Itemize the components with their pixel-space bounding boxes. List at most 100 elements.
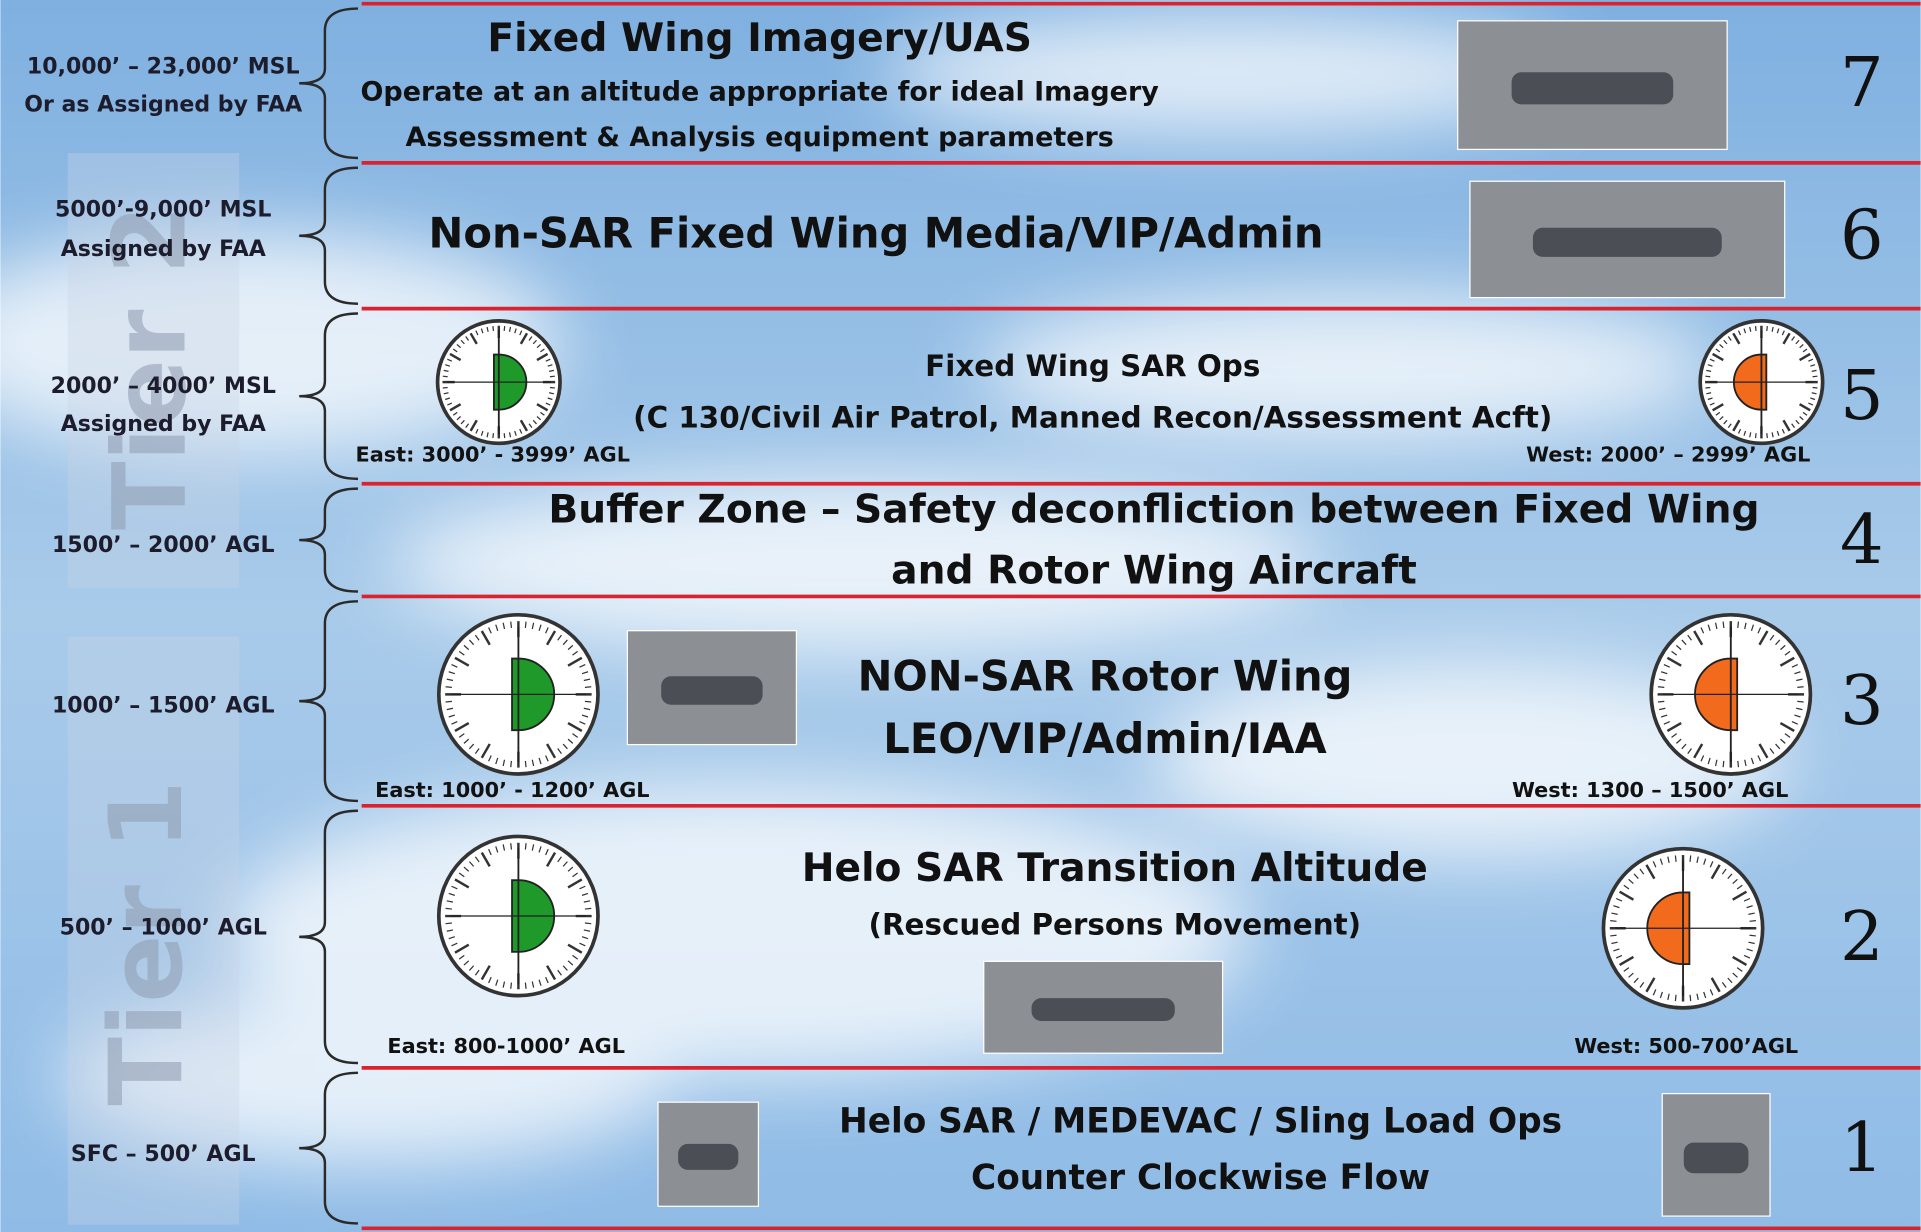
dial-tick — [480, 630, 491, 646]
dial-tick — [1723, 339, 1728, 345]
dial-tick — [531, 844, 535, 851]
dial-tick — [445, 907, 452, 910]
dial-tick — [1727, 423, 1732, 429]
dial-tick — [583, 678, 591, 682]
dial-tick — [579, 942, 586, 947]
dial-tick — [1732, 878, 1738, 884]
dial-tick — [451, 664, 458, 668]
dial-tick — [1693, 630, 1704, 646]
dial-tick — [545, 976, 549, 984]
dial-tick — [1743, 328, 1747, 334]
dial-tick — [1628, 972, 1634, 978]
dial-tick — [488, 976, 492, 984]
dial-tick — [538, 757, 542, 765]
dial-tick — [579, 664, 586, 668]
dial-tick — [1707, 757, 1711, 765]
dial-tick — [1721, 868, 1727, 875]
dial-tick — [1667, 856, 1670, 864]
dial-tick — [1714, 759, 1718, 767]
dial-tick — [1705, 375, 1711, 378]
dial-tick — [502, 844, 506, 851]
dial-tick — [1696, 993, 1699, 1001]
dial-tick — [492, 433, 495, 439]
altitude-label: 1000’ – 1500’ AGL — [52, 694, 275, 719]
dial-tick — [463, 866, 470, 872]
photo-detail — [1532, 227, 1722, 257]
layer-title: Non-SAR Fixed Wing Media/VIP/Admin — [429, 208, 1324, 257]
dial-tick — [486, 432, 489, 438]
dial-tick — [503, 326, 506, 332]
dial-tick — [1795, 339, 1800, 345]
dial-tick — [545, 852, 557, 868]
dial-tick — [1748, 941, 1755, 945]
dial-tick — [545, 358, 551, 362]
dial-tick — [1780, 644, 1786, 651]
dial-tick — [1754, 326, 1757, 332]
dial-tick — [545, 627, 549, 634]
dial-tick — [1769, 634, 1775, 641]
dial-tick — [536, 403, 549, 412]
dial-tick — [1666, 721, 1682, 733]
dial-tick — [1687, 634, 1692, 641]
dial-tick — [452, 348, 458, 353]
brace — [299, 7, 358, 160]
dial-tick — [1619, 890, 1635, 901]
dial-tick — [502, 981, 506, 988]
dial-tick — [1781, 330, 1785, 336]
layer-subtitle: Assessment & Analysis equipment paramete… — [406, 122, 1114, 153]
dial-tick — [1611, 912, 1618, 915]
dial-tick — [1776, 430, 1780, 436]
dial-tick — [474, 748, 480, 754]
dial-tick — [458, 872, 465, 878]
dial-tick — [442, 375, 448, 378]
dial-tick — [1681, 743, 1687, 750]
dial-tick — [1671, 733, 1678, 738]
dial-tick — [1696, 856, 1699, 864]
dial-tick — [579, 885, 586, 890]
photo-detail — [678, 1143, 739, 1170]
altitude-label: SFC – 500’ AGL — [71, 1142, 256, 1167]
dial-tick — [1749, 326, 1752, 332]
dial-tick — [545, 630, 557, 646]
dial-tick — [1744, 759, 1747, 767]
dial-tick — [488, 848, 492, 856]
tier-label: Tier 2 — [91, 205, 208, 530]
dial-tick — [583, 929, 591, 932]
dial-tick — [463, 738, 470, 744]
dial-tick — [1719, 343, 1724, 349]
dial-tick — [1750, 757, 1755, 765]
layer-subtitle: and Rotor Wing Aircraft — [891, 549, 1417, 594]
dial-tick — [567, 644, 574, 651]
tier-label: Tier 1 — [88, 780, 205, 1105]
dial-tick — [584, 907, 592, 910]
dial-tick — [524, 843, 527, 850]
dial-tick — [1812, 375, 1818, 378]
dial-tick — [1757, 755, 1762, 762]
altitude-label: 10,000’ – 23,000’ MSL — [27, 54, 300, 79]
dial-tick — [572, 872, 579, 878]
layer-number: 5 — [1840, 356, 1884, 436]
dial-tick — [572, 650, 579, 656]
dial-tick — [474, 969, 480, 976]
dial-tick — [519, 419, 529, 432]
dial-tick — [1748, 912, 1755, 915]
tier-band — [67, 153, 240, 588]
dial-tick — [445, 922, 452, 925]
east-altitude: East: 3000’ - 3999’ AGL — [356, 443, 630, 467]
dial-tick — [538, 979, 542, 986]
dial-tick — [465, 336, 470, 341]
dial-tick — [1693, 743, 1704, 759]
dial-tick — [1709, 989, 1714, 996]
brace — [299, 600, 358, 803]
dial-tick — [1737, 330, 1742, 336]
altimeter-dial — [1649, 612, 1813, 776]
dial-tick — [567, 656, 583, 667]
dial-tick — [1750, 624, 1755, 631]
dial-tick — [1727, 977, 1733, 984]
dial-tick — [1610, 934, 1617, 937]
dial-tick — [545, 965, 557, 981]
dial-tick — [458, 733, 465, 738]
dial-tick — [510, 760, 513, 768]
dial-tick — [475, 428, 479, 434]
dial-tick — [514, 328, 517, 334]
